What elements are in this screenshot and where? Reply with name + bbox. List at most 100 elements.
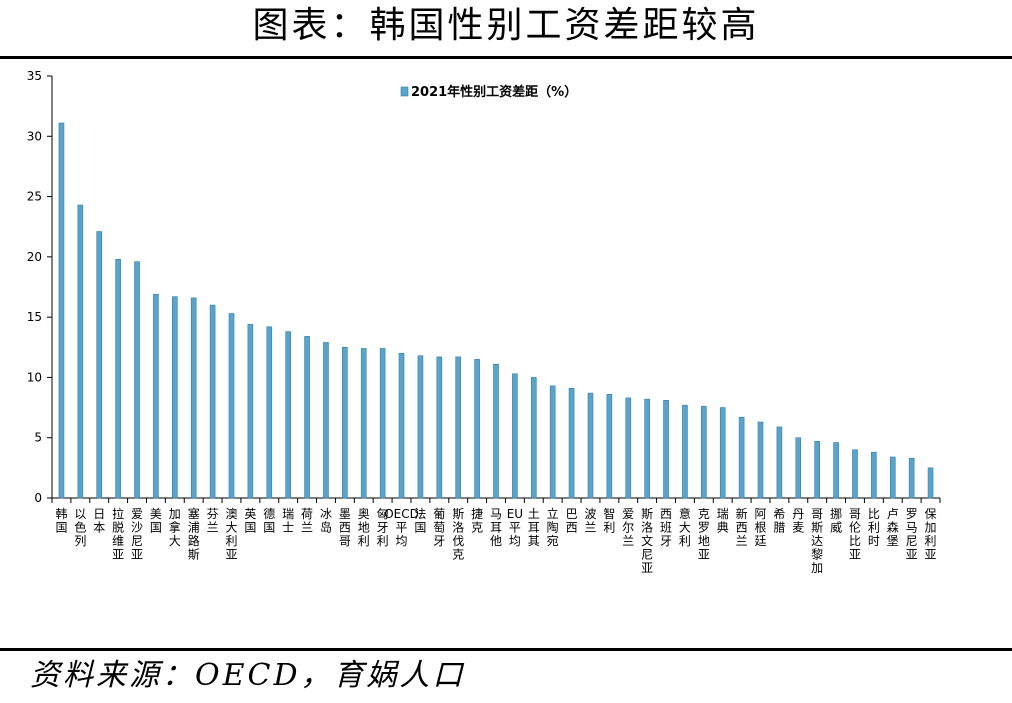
y-tick-label: 30	[27, 129, 42, 143]
bar-美国	[153, 293, 159, 499]
bar-西班牙	[663, 400, 669, 499]
bar-马耳他	[493, 363, 499, 499]
category-label: 丹麦	[792, 507, 804, 535]
page-title: 图表：韩国性别工资差距较高	[252, 5, 760, 46]
y-tick-label: 0	[34, 491, 42, 505]
y-tick-label: 25	[27, 190, 42, 204]
bar-奥地利	[360, 348, 367, 499]
category-label: 土耳其	[528, 507, 540, 548]
category-label: 塞浦路斯	[188, 506, 200, 562]
bar-阿根廷	[757, 421, 764, 499]
bar-土耳其	[530, 377, 537, 499]
bar-加拿大	[172, 296, 178, 499]
bar-克罗地亚	[701, 406, 707, 499]
category-label: 美国	[150, 507, 162, 535]
category-label: 希腊	[773, 506, 785, 535]
category-label: 克罗地亚	[698, 507, 710, 562]
category-label: 法国	[414, 507, 426, 535]
bar-冰岛	[323, 342, 329, 499]
category-label: 瑞典	[717, 507, 729, 535]
bar-葡萄牙	[436, 356, 443, 499]
y-tick-label: 20	[27, 250, 42, 264]
category-label: 日本	[93, 507, 105, 535]
category-label: 波兰	[584, 507, 596, 535]
category-label: 韩国	[55, 506, 67, 535]
category-label: 荷兰	[301, 507, 313, 535]
y-axis: 0 5 10 15 20 25 30 35	[27, 69, 53, 505]
category-label: 保加利亚	[925, 507, 937, 562]
bar-德国	[266, 326, 273, 499]
category-label: 德国	[263, 506, 275, 535]
category-label: 斯洛伐克	[452, 507, 464, 562]
category-labels: 韩国以色列日本拉脱维亚爱沙尼亚美国加拿大塞浦路斯芬兰澳大利亚英国德国瑞士荷兰冰岛…	[55, 506, 936, 575]
bar-澳大利亚	[228, 313, 235, 499]
bar-巴西	[568, 387, 575, 499]
bar-丹麦	[795, 437, 802, 499]
bar-chart: 0 5 10 15 20 25 30 35 韩国 以色列 日本 拉脱维亚 爱沙尼亚 美国 加拿大 塞浦路斯芬…	[0, 60, 1012, 646]
bar-哥斯达黎加	[814, 441, 820, 499]
bars	[58, 122, 934, 499]
category-label: 马耳他	[490, 507, 502, 548]
category-label: 捷克	[471, 507, 483, 535]
bar-斯洛伐克	[455, 356, 462, 499]
category-label: 巴西	[566, 507, 578, 535]
category-label: 以色列	[74, 507, 86, 548]
category-label: 哥伦比亚	[849, 507, 861, 562]
bar-法国	[417, 355, 424, 499]
category-label: 智利	[603, 506, 615, 535]
category-label: 瑞士	[282, 507, 294, 535]
bar-挪威	[833, 442, 839, 499]
bar-捷克	[474, 359, 480, 499]
y-tick-label: 5	[34, 431, 42, 445]
bar-荷兰	[304, 336, 310, 499]
category-label: 拉脱维亚	[112, 506, 124, 562]
bar-比利时	[871, 451, 877, 499]
category-label: 西班牙	[660, 507, 672, 548]
category-label: 新西兰	[736, 506, 748, 548]
category-label: EU 平均	[507, 507, 523, 548]
bar-爱沙尼亚	[134, 261, 140, 499]
bar-爱尔兰	[625, 397, 632, 499]
category-label: 英国	[244, 507, 256, 535]
category-label: 立陶宛	[547, 506, 559, 548]
bar-卢森堡	[889, 456, 896, 499]
category-label: 奥地利	[358, 507, 370, 548]
bar-立陶宛	[549, 385, 556, 499]
bar-罗马尼亚	[908, 457, 915, 499]
bar-希腊	[776, 426, 783, 499]
bar-新西兰	[738, 416, 745, 499]
bar-斯洛文尼亚	[644, 398, 650, 499]
bar-拉脱维亚	[115, 258, 121, 499]
category-label: 斯洛文尼亚	[641, 507, 653, 575]
x-axis	[51, 497, 941, 503]
category-label: 冰岛	[320, 507, 332, 535]
bar-墨西哥	[342, 346, 348, 499]
y-tick-label: 35	[27, 69, 42, 83]
source-note: 资料来源：OECD，育娲人口	[30, 658, 466, 693]
category-label: 墨西哥	[339, 507, 351, 548]
bar-韩国	[58, 122, 65, 499]
category-label: 爱沙尼亚	[131, 507, 143, 562]
category-label: 爱尔兰	[622, 507, 634, 548]
legend: 2021年性别工资差距（%）	[400, 84, 577, 100]
category-label: 澳大利亚	[225, 507, 237, 562]
bar-EU平均	[512, 373, 518, 499]
category-label: 意大利	[679, 506, 691, 548]
bar-哥伦比亚	[852, 449, 858, 499]
bar-匈牙利	[379, 348, 386, 499]
chart-svg: 0 5 10 15 20 25 30 35 韩国以色列日本拉脱维亚爱沙尼亚美国加拿大塞浦路斯芬…	[27, 69, 941, 575]
category-label: 罗马尼亚	[906, 507, 918, 562]
bar-以色列	[77, 204, 84, 499]
bar-波兰	[587, 392, 594, 499]
top-divider	[0, 56, 1012, 59]
legend-entry: 2021年性别工资差距（%）	[411, 84, 577, 100]
y-tick-label: 10	[27, 370, 42, 384]
category-label: 加拿大	[169, 507, 181, 548]
category-label: 挪威	[830, 507, 842, 535]
category-label: 卢森堡	[887, 506, 899, 548]
category-label: 哥斯达黎加	[811, 507, 823, 575]
category-label: OECD 平均	[384, 507, 419, 548]
category-label: 葡萄牙	[433, 507, 445, 548]
bar-芬兰	[209, 304, 216, 499]
y-tick-label: 15	[27, 310, 42, 324]
